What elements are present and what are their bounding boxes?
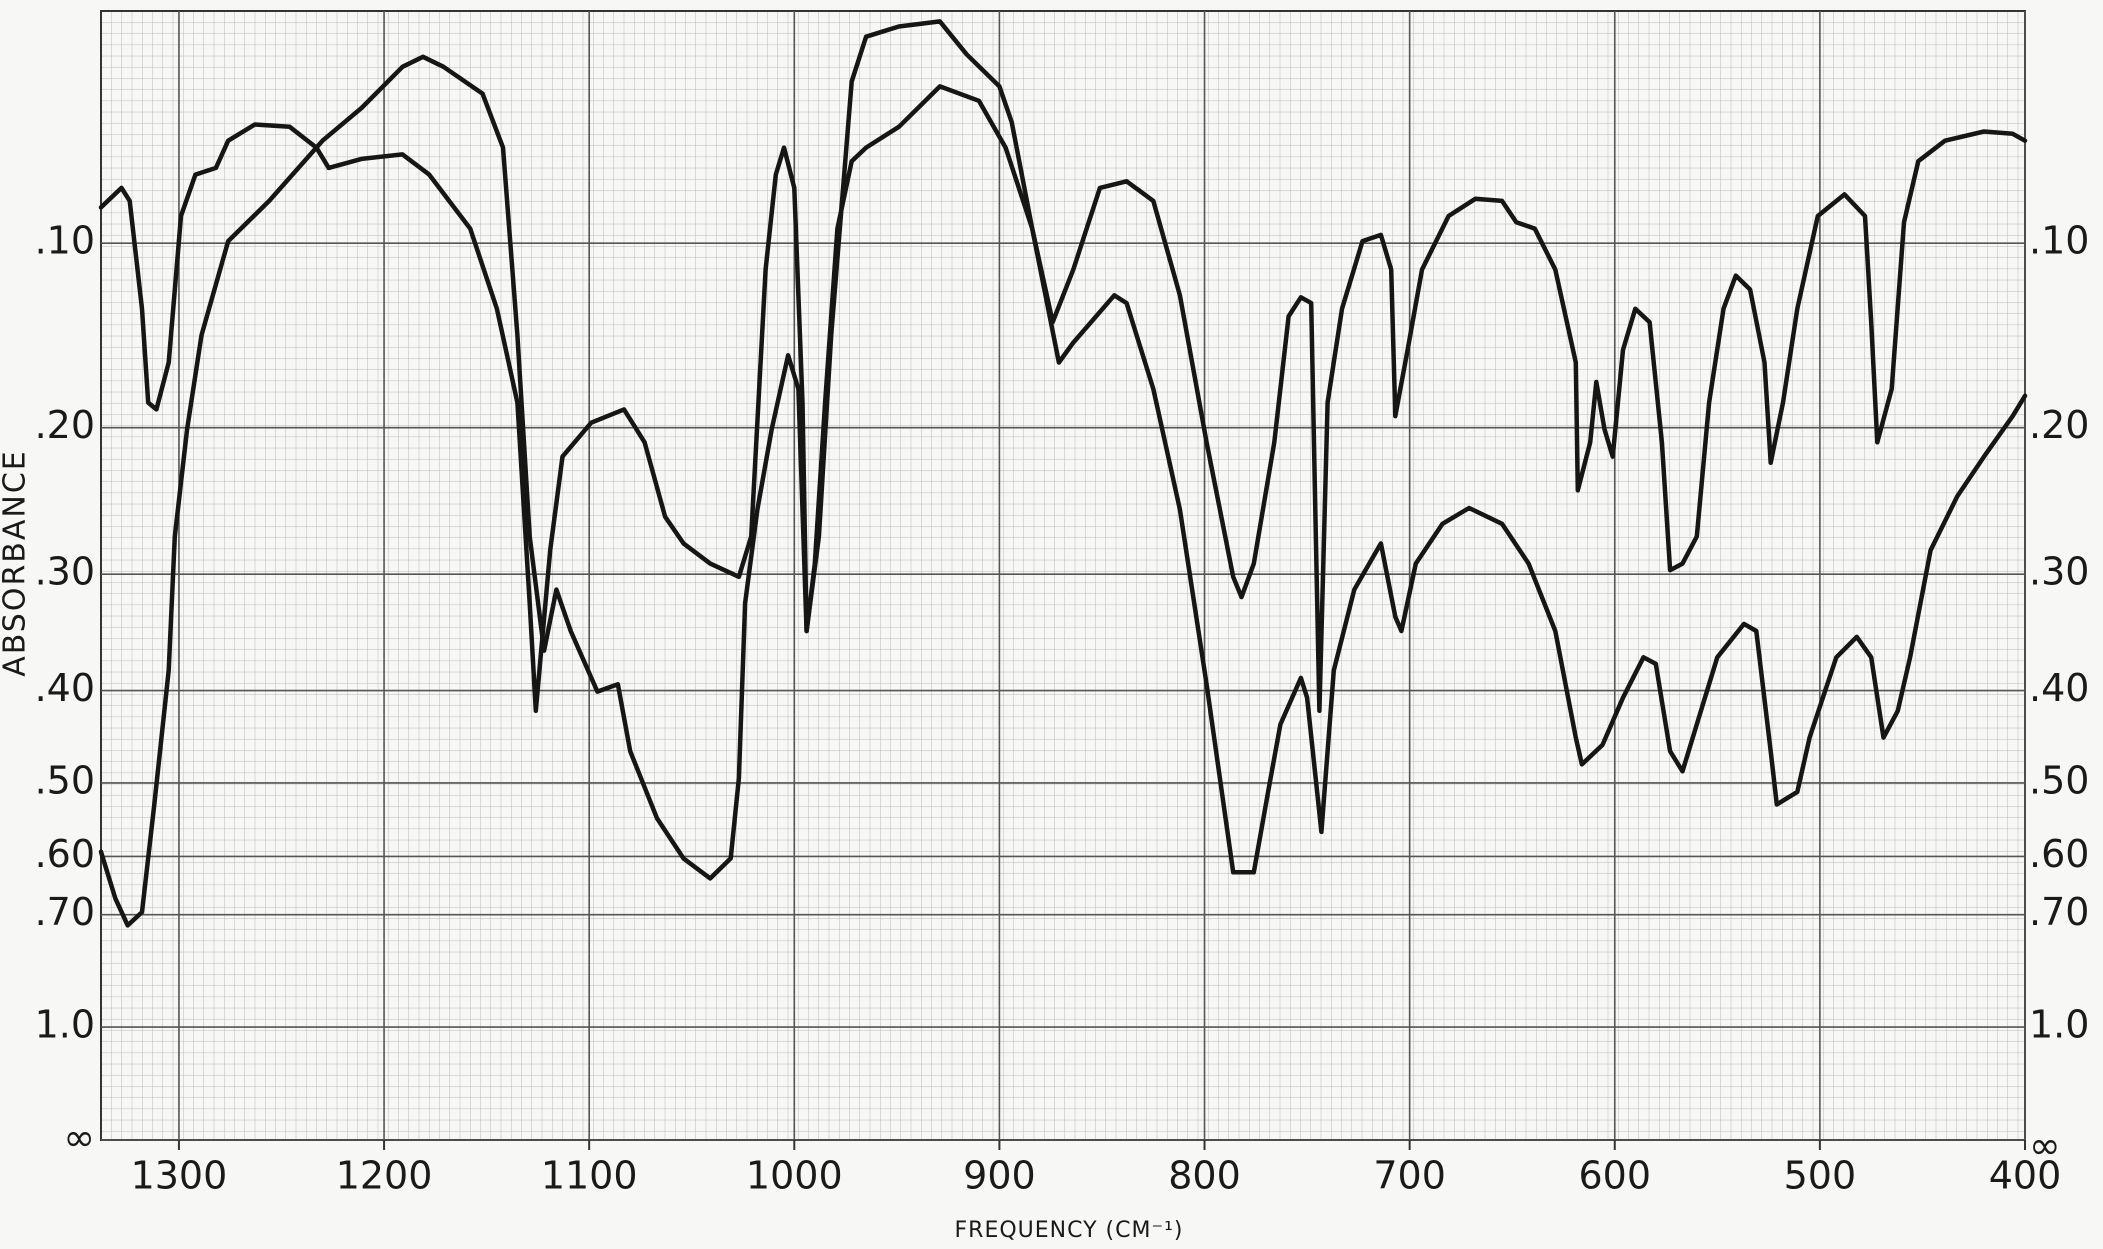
- x-tick-label: 400: [1989, 1154, 2062, 1198]
- y-tick-label: .60: [35, 832, 95, 876]
- spectrum-line: [98, 19, 2028, 928]
- y-tick-label: .30: [35, 550, 95, 594]
- x-tick-label: 1100: [541, 1154, 638, 1198]
- y-tick-label: .50: [35, 758, 95, 802]
- y-tick-label: .20: [35, 403, 95, 447]
- x-tick-label: 500: [1784, 1154, 1857, 1198]
- paper-grid: [101, 11, 2025, 1140]
- y-tick-label: .40: [35, 666, 95, 710]
- x-tick-label: 700: [1373, 1154, 1446, 1198]
- y2-tick-label: .20: [2029, 403, 2089, 447]
- y2-tick-label: .50: [2029, 758, 2089, 802]
- y2-tick-label: .10: [2029, 219, 2089, 263]
- y2-tick-label: .60: [2029, 832, 2089, 876]
- x-tick-label: 900: [963, 1154, 1036, 1198]
- y2-tick-label: ∞: [2029, 1124, 2061, 1168]
- y2-tick-label: .30: [2029, 550, 2089, 594]
- y2-tick-label: .40: [2029, 666, 2089, 710]
- y2-tick-label: .70: [2029, 890, 2089, 934]
- y-tick-label: ∞: [63, 1116, 95, 1160]
- y-tick-label: .10: [35, 219, 95, 263]
- x-tick-label: 1300: [131, 1154, 228, 1198]
- x-axis-title: FREQUENCY (CM⁻¹): [955, 1218, 1184, 1243]
- y-tick-label: .70: [35, 890, 95, 934]
- spectrum-line: [98, 84, 2028, 714]
- y-tick-label: 1.0: [35, 1003, 95, 1047]
- x-tick-label: 1200: [336, 1154, 433, 1198]
- y-axis-title: ABSORBANCE: [0, 449, 33, 677]
- x-tick-label: 800: [1168, 1154, 1241, 1198]
- y2-tick-label: 1.0: [2029, 1003, 2089, 1047]
- x-tick-label: 600: [1578, 1154, 1651, 1198]
- x-tick-label: 1000: [746, 1154, 843, 1198]
